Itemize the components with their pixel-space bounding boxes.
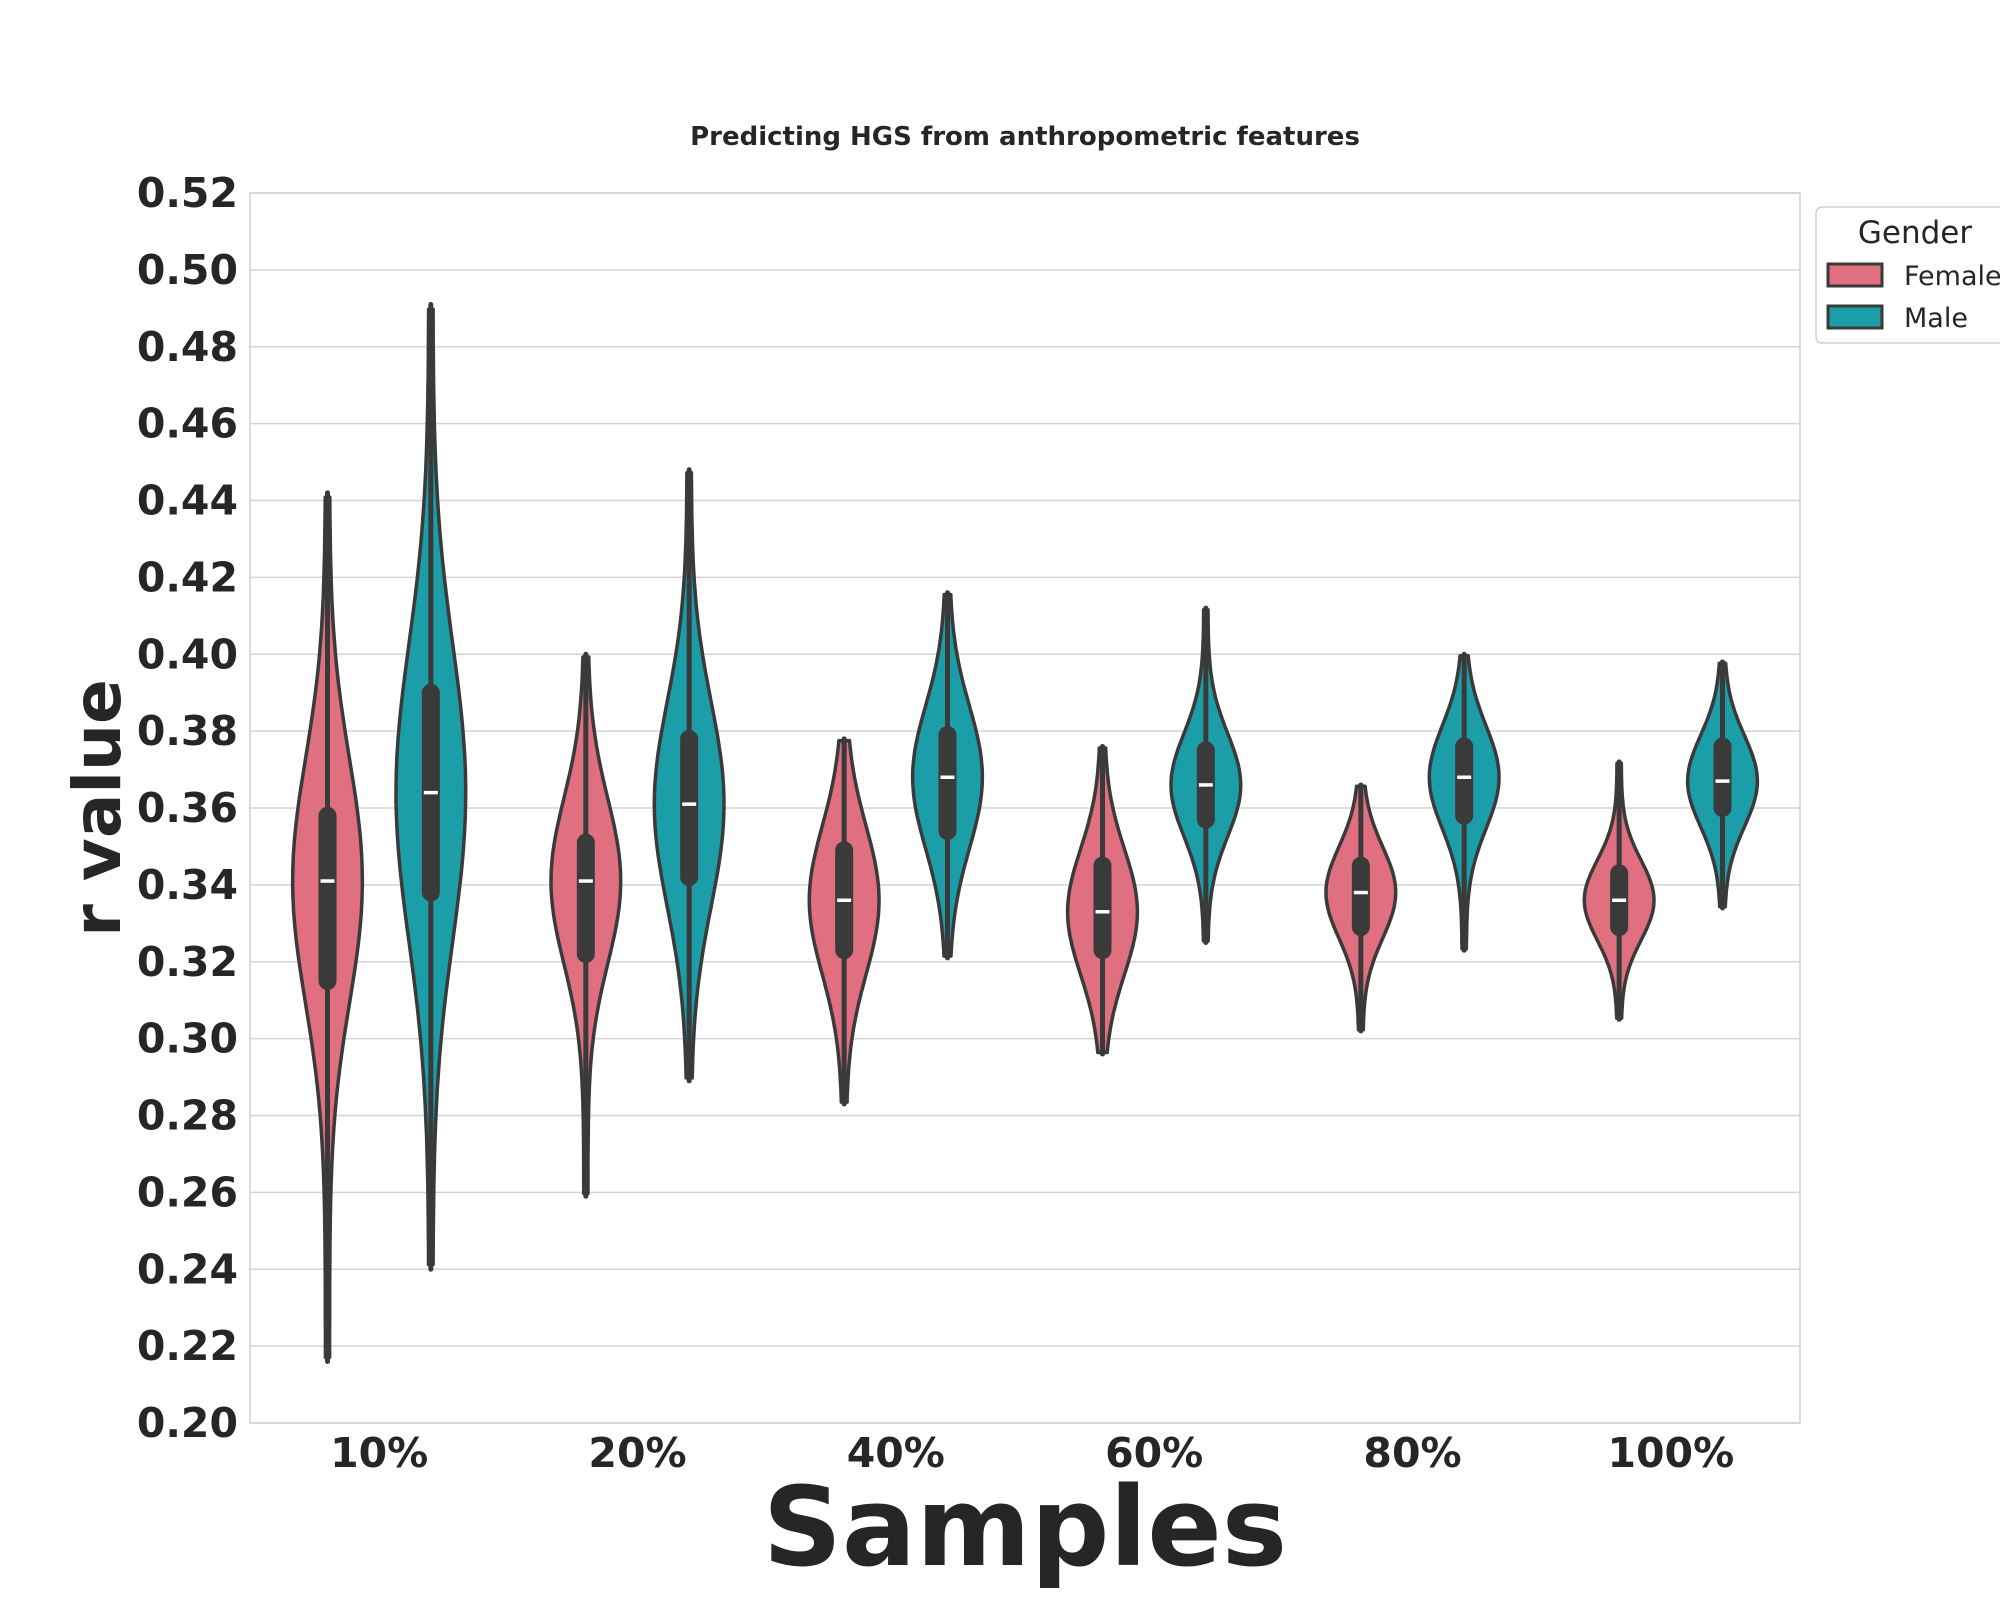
- gridlines: [250, 192, 1800, 1424]
- y-tick-label: 0.20: [137, 1399, 238, 1447]
- x-tick-label: 10%: [330, 1429, 428, 1477]
- legend-title: Gender: [1858, 215, 1972, 251]
- x-tick-label: 40%: [847, 1429, 945, 1477]
- y-tick-label: 0.22: [137, 1322, 238, 1370]
- x-tick-labels: 10% 20% 40% 60% 80% 100%: [330, 1429, 1734, 1477]
- legend: Gender Female Male: [1815, 206, 2000, 344]
- y-tick-label: 0.26: [137, 1168, 238, 1216]
- legend-swatch-male: [1826, 304, 1884, 330]
- y-tick-label: 0.24: [137, 1245, 238, 1293]
- x-tick-label: 60%: [1105, 1429, 1203, 1477]
- y-tick-label: 0.46: [137, 400, 238, 448]
- y-axis-label: r value: [59, 679, 136, 936]
- y-tick-label: 0.40: [137, 630, 238, 678]
- y-tick-label: 0.48: [137, 323, 238, 371]
- violins: [290, 301, 1760, 1364]
- y-tick-label: 0.30: [137, 1015, 238, 1063]
- y-tick-label: 0.36: [137, 784, 238, 832]
- y-tick-label: 0.34: [137, 861, 238, 909]
- chart-title: Predicting HGS from anthropometric featu…: [690, 122, 1360, 152]
- legend-swatch-female: [1826, 262, 1884, 288]
- x-tick-label: 80%: [1363, 1429, 1461, 1477]
- y-tick-label: 0.44: [137, 477, 238, 525]
- y-tick-label: 0.38: [137, 707, 238, 755]
- legend-label-female: Female: [1904, 261, 2000, 292]
- legend-label-male: Male: [1904, 303, 1968, 334]
- y-tick-label: 0.50: [137, 246, 238, 294]
- y-tick-label: 0.42: [137, 553, 238, 601]
- x-tick-label: 100%: [1607, 1429, 1734, 1477]
- x-tick-label: 20%: [588, 1429, 686, 1477]
- x-axis-label: Samples: [763, 1463, 1288, 1591]
- y-tick-label: 0.52: [137, 169, 238, 217]
- y-tick-labels: 0.20 0.22 0.24 0.26 0.28 0.30 0.32 0.34 0.36 0.38…: [137, 169, 238, 1447]
- y-tick-label: 0.28: [137, 1092, 238, 1140]
- y-tick-label: 0.32: [137, 938, 238, 986]
